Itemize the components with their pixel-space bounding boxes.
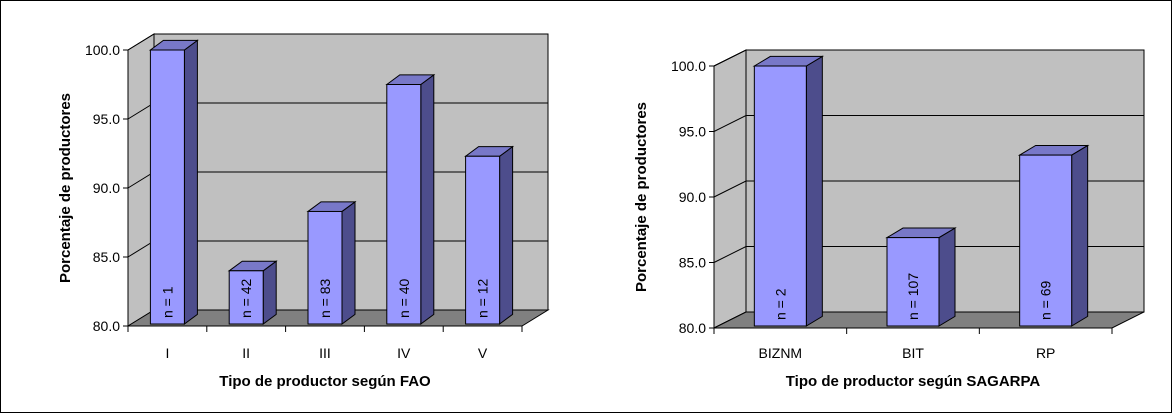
bar-V <box>465 155 501 325</box>
gridline <box>713 180 1144 198</box>
y-tick-label: 80.0 <box>679 320 706 336</box>
bar-side-BIZNM <box>805 55 823 327</box>
bar-n-label: n = 107 <box>905 273 921 320</box>
y-tick-label: 90.0 <box>679 189 706 205</box>
x-category-label: BIZNM <box>759 345 803 361</box>
bar-II <box>228 270 264 325</box>
x-category-label: BIT <box>902 345 924 361</box>
gridline <box>713 246 1144 263</box>
bar-IV <box>386 84 422 325</box>
x-category-label: RP <box>1036 345 1055 361</box>
x-category-label: V <box>478 345 488 361</box>
y-tick-label: 90.0 <box>93 180 120 196</box>
x-category-label: II <box>242 345 250 361</box>
gridline <box>127 33 548 51</box>
x-axis-title: Tipo de productor según FAO <box>219 373 431 390</box>
bar-III <box>307 210 343 325</box>
x-category-label: I <box>165 345 169 361</box>
bar-n-label: n = 69 <box>1038 280 1054 320</box>
gridline <box>713 115 1144 132</box>
y-tick-label: 100.0 <box>85 42 120 58</box>
bar-RP <box>1019 154 1073 327</box>
x-category-label: IV <box>397 345 411 361</box>
bar-side-BIT <box>938 227 956 327</box>
bar-side-RP <box>1071 144 1089 327</box>
bar-BIZNM <box>753 65 807 327</box>
bar-n-label: n = 40 <box>396 278 412 318</box>
x-category-label: III <box>319 345 331 361</box>
bar-n-label: n = 83 <box>317 278 333 318</box>
bar-n-label: n = 12 <box>475 278 491 318</box>
y-tick-label: 100.0 <box>671 58 706 74</box>
bar-n-label: n = 2 <box>772 288 788 320</box>
y-axis-title: Porcentaje de productores <box>633 102 650 292</box>
y-tick-label: 85.0 <box>93 249 120 265</box>
y-tick-label: 85.0 <box>679 255 706 271</box>
y-tick-label: 95.0 <box>679 124 706 140</box>
bar-n-label: n = 1 <box>159 286 175 318</box>
gridline <box>713 49 1144 67</box>
bar-I <box>149 49 185 325</box>
y-axis-title: Porcentaje de productores <box>57 93 74 283</box>
bar-n-label: n = 42 <box>238 278 254 318</box>
bar-BIT <box>886 237 940 327</box>
y-tick-label: 95.0 <box>93 111 120 127</box>
y-tick-label: 80.0 <box>93 318 120 334</box>
x-axis-title: Tipo de productor según SAGARPA <box>786 373 1041 390</box>
